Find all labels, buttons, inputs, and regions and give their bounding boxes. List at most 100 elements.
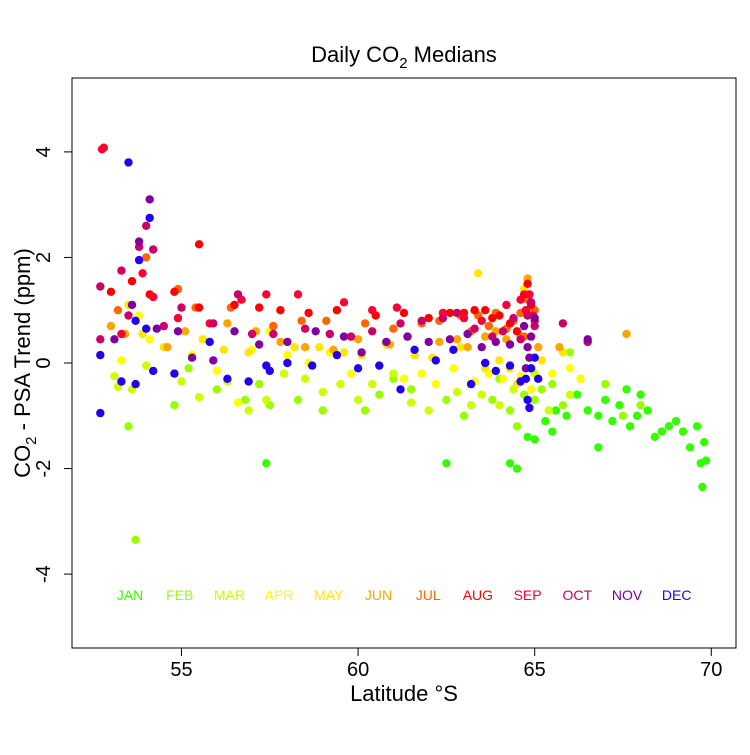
data-point-may	[290, 343, 299, 352]
data-point-dec	[523, 395, 532, 405]
data-point-feb	[170, 401, 179, 410]
data-point-nov	[583, 335, 592, 344]
data-point-nov	[255, 340, 264, 349]
data-point-jun	[180, 327, 190, 336]
data-point-dec	[142, 324, 151, 333]
legend-label-nov: NOV	[612, 587, 643, 603]
data-point-sep	[293, 290, 303, 299]
data-point-mar	[495, 401, 504, 410]
month-legend: JAN FEB MAR APR MAY JUN JUL AUG SEP OCT NOV DEC	[117, 587, 692, 603]
data-point-oct	[346, 332, 356, 341]
data-point-oct	[177, 303, 186, 312]
data-point-may	[495, 356, 504, 365]
data-point-jan	[622, 385, 631, 394]
data-point-jun	[276, 337, 285, 347]
data-point-sep	[99, 143, 109, 152]
data-point-dec	[466, 379, 476, 389]
data-point-nov	[311, 327, 320, 336]
data-point-jun	[622, 329, 631, 339]
legend-label-oct: OCT	[563, 587, 593, 603]
data-point-jun	[452, 335, 462, 344]
data-point-apr	[565, 364, 575, 373]
data-point-nov	[523, 343, 532, 352]
data-point-oct	[117, 266, 126, 275]
data-point-jan	[615, 401, 624, 410]
chart-title: Daily CO2 Medians	[311, 42, 497, 72]
data-point-apr	[498, 374, 508, 383]
data-point-nov	[445, 335, 455, 344]
data-point-apr	[576, 374, 585, 383]
data-point-dec	[396, 385, 405, 394]
data-point-dec	[124, 158, 133, 167]
data-point-oct	[247, 329, 257, 339]
data-point-jan	[632, 411, 642, 420]
chart-title-main: Daily CO	[311, 42, 399, 67]
data-point-feb	[240, 395, 250, 405]
data-point-jan	[701, 456, 711, 465]
data-point-mar	[466, 401, 476, 410]
data-point-jul	[113, 306, 123, 315]
data-point-oct	[396, 319, 405, 328]
data-point-jan	[700, 438, 709, 447]
data-point-aug	[332, 306, 342, 315]
data-point-oct	[368, 327, 377, 336]
data-point-sep	[477, 316, 486, 325]
data-point-jan	[541, 416, 550, 426]
legend-label-jun: JUN	[365, 587, 392, 603]
data-point-may	[244, 348, 253, 357]
data-point-feb	[618, 411, 628, 420]
data-point-feb	[459, 411, 469, 420]
data-point-jul	[269, 321, 278, 331]
legend-label-apr: APR	[265, 587, 294, 603]
data-point-mar	[262, 395, 271, 405]
data-point-jan	[601, 395, 610, 405]
data-point-dec	[526, 364, 536, 373]
data-point-may	[474, 269, 483, 278]
data-point-mar	[194, 393, 204, 402]
data-point-jan	[505, 459, 515, 468]
data-point-jan	[551, 406, 561, 415]
chart-title-subscript: 2	[399, 55, 407, 72]
data-point-dec	[131, 379, 140, 389]
data-point-oct	[438, 313, 448, 323]
data-point-aug	[276, 306, 285, 315]
data-point-nov	[339, 332, 349, 341]
data-point-apr	[548, 369, 557, 378]
legend-label-jul: JUL	[416, 587, 441, 603]
data-point-jan	[530, 435, 539, 444]
data-point-jun	[223, 319, 232, 328]
data-point-mar	[244, 406, 253, 415]
data-point-jun	[300, 343, 310, 352]
data-point-sep	[149, 292, 158, 302]
data-point-nov	[424, 337, 433, 347]
data-point-may	[456, 343, 465, 352]
data-point-sep	[138, 269, 147, 278]
data-point-jan	[636, 390, 645, 399]
data-point-apr	[212, 366, 221, 376]
data-point-jan	[650, 432, 659, 442]
data-point-dec	[283, 358, 292, 368]
data-point-nov	[477, 343, 486, 352]
data-point-jun	[163, 343, 172, 352]
y-tick-label: -4	[33, 565, 55, 583]
data-point-jan	[262, 459, 271, 468]
data-point-feb	[212, 385, 221, 394]
data-point-nov	[491, 337, 500, 347]
data-point-sep	[392, 303, 402, 312]
data-point-feb	[442, 395, 451, 405]
data-point-apr	[283, 350, 292, 360]
data-point-mar	[389, 369, 398, 378]
data-point-feb	[488, 395, 497, 405]
y-tick-label: 4	[33, 146, 55, 157]
data-point-feb	[537, 385, 546, 394]
y-axis-label: CO2 - PSA Trend (ppm)	[10, 248, 40, 478]
data-point-oct	[269, 329, 278, 339]
data-point-oct	[233, 290, 243, 299]
data-point-mar	[353, 395, 363, 405]
data-point-feb	[293, 395, 303, 405]
data-point-oct	[470, 324, 479, 333]
legend-label-sep: SEP	[514, 587, 542, 603]
data-point-feb	[124, 422, 133, 431]
x-tick-label: 70	[700, 659, 722, 681]
